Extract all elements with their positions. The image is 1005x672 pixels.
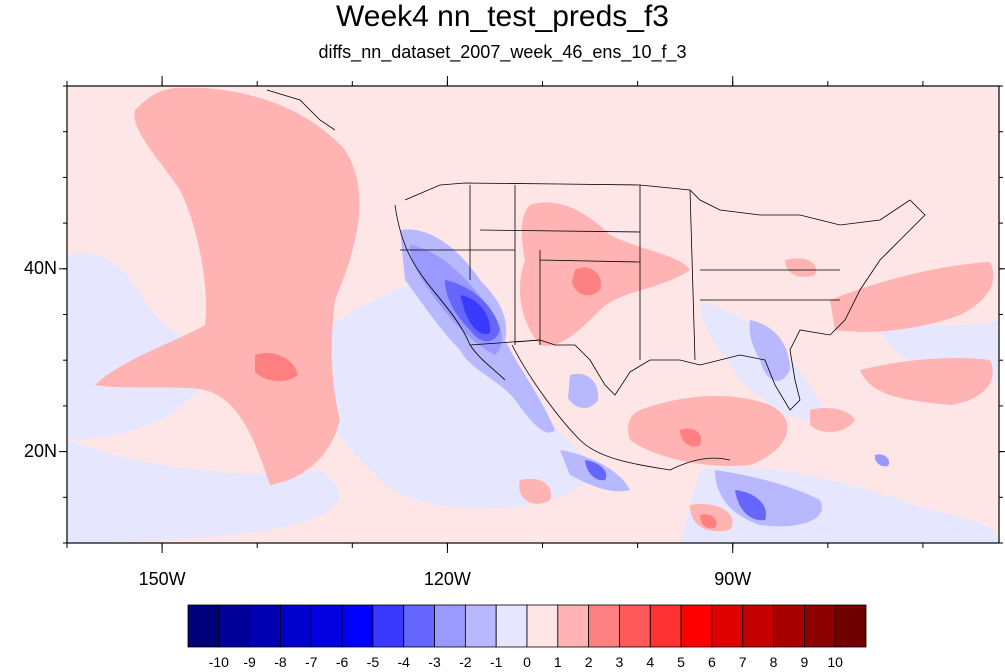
colorbar-swatch	[187, 604, 220, 648]
colorbar-swatch	[588, 604, 620, 648]
colorbar	[187, 604, 867, 648]
colorbar-swatch	[341, 604, 374, 648]
colorbar-swatch	[280, 604, 312, 648]
field-blue	[715, 470, 822, 527]
field-pink	[785, 258, 816, 277]
field-light-blue	[314, 283, 600, 509]
colorbar-label: -4	[397, 654, 410, 670]
field-red	[700, 514, 717, 529]
colorbar-label: -6	[335, 654, 349, 670]
colorbar-swatch	[834, 604, 867, 648]
y-tick-label: 20N	[24, 440, 58, 461]
colorbar-label: -9	[243, 654, 256, 670]
field-blue	[735, 490, 766, 521]
y-tick-label: 40N	[24, 257, 58, 278]
field-blue	[585, 460, 607, 481]
colorbar-label: 4	[646, 654, 655, 670]
field-pink	[520, 202, 690, 346]
colorbar-swatch	[803, 604, 836, 648]
coastlines	[266, 89, 926, 471]
colorbar-label: 0	[523, 654, 531, 670]
colorbar-label: 8	[769, 654, 778, 670]
colorbar-swatch	[649, 604, 682, 648]
colorbar-label: -10	[208, 654, 229, 670]
colorbar-swatch	[372, 604, 405, 648]
colorbar-swatch	[526, 604, 559, 648]
colorbar-label: 10	[827, 654, 843, 670]
colorbar-label: 1	[553, 654, 562, 670]
axis-ticks	[59, 76, 1005, 553]
field-pink	[95, 87, 360, 485]
x-tick-label: 120W	[423, 569, 471, 589]
field-red	[680, 428, 702, 447]
field-blue	[874, 454, 890, 467]
plot-title: Week4 nn_test_preds_f3	[335, 0, 669, 33]
colorbar-swatch	[557, 604, 590, 648]
field-red	[255, 352, 298, 382]
field-pink	[860, 358, 993, 405]
colorbar-label: -2	[459, 654, 472, 670]
colorbar-swatch	[310, 604, 343, 648]
colorbar-label: 2	[584, 654, 593, 670]
colorbar-swatch	[495, 604, 528, 648]
colorbar-swatch	[218, 604, 251, 648]
field-pink	[810, 408, 855, 432]
colorbar-label: 5	[677, 654, 685, 670]
field-pink	[830, 262, 994, 332]
field-light-blue	[67, 252, 210, 440]
colorbar-swatch	[773, 604, 805, 648]
colorbar-label: -1	[489, 654, 503, 670]
field-red	[572, 267, 601, 296]
colorbar-label: 3	[615, 654, 624, 670]
field-pink	[519, 478, 551, 504]
colorbar-label: -5	[366, 654, 380, 670]
field-pink	[628, 395, 788, 466]
colorbar-label: 6	[708, 654, 716, 670]
field-blue	[460, 295, 491, 335]
field-light-blue	[67, 440, 339, 543]
plot-subtitle: diffs_nn_dataset_2007_week_46_ens_10_f_3	[318, 42, 687, 62]
field-blue	[749, 320, 790, 381]
colorbar-label: -7	[305, 654, 318, 670]
colorbar-swatch	[403, 604, 435, 648]
x-tick-label: 90W	[714, 569, 752, 589]
colorbar-label: 9	[800, 654, 809, 670]
colorbar-label: -8	[274, 654, 287, 670]
colorbar-swatch	[711, 604, 744, 648]
colorbar-label: -3	[428, 654, 441, 670]
colorbar-label: 7	[738, 654, 747, 670]
colorbar-swatch	[464, 604, 497, 648]
colorbar-swatch	[249, 604, 281, 648]
field-blue	[568, 373, 599, 409]
colorbar-swatch	[680, 604, 713, 648]
x-tick-label: 150W	[138, 569, 186, 589]
colorbar-swatch	[742, 604, 774, 648]
colorbar-swatch	[619, 604, 651, 648]
colorbar-swatch	[434, 604, 466, 648]
